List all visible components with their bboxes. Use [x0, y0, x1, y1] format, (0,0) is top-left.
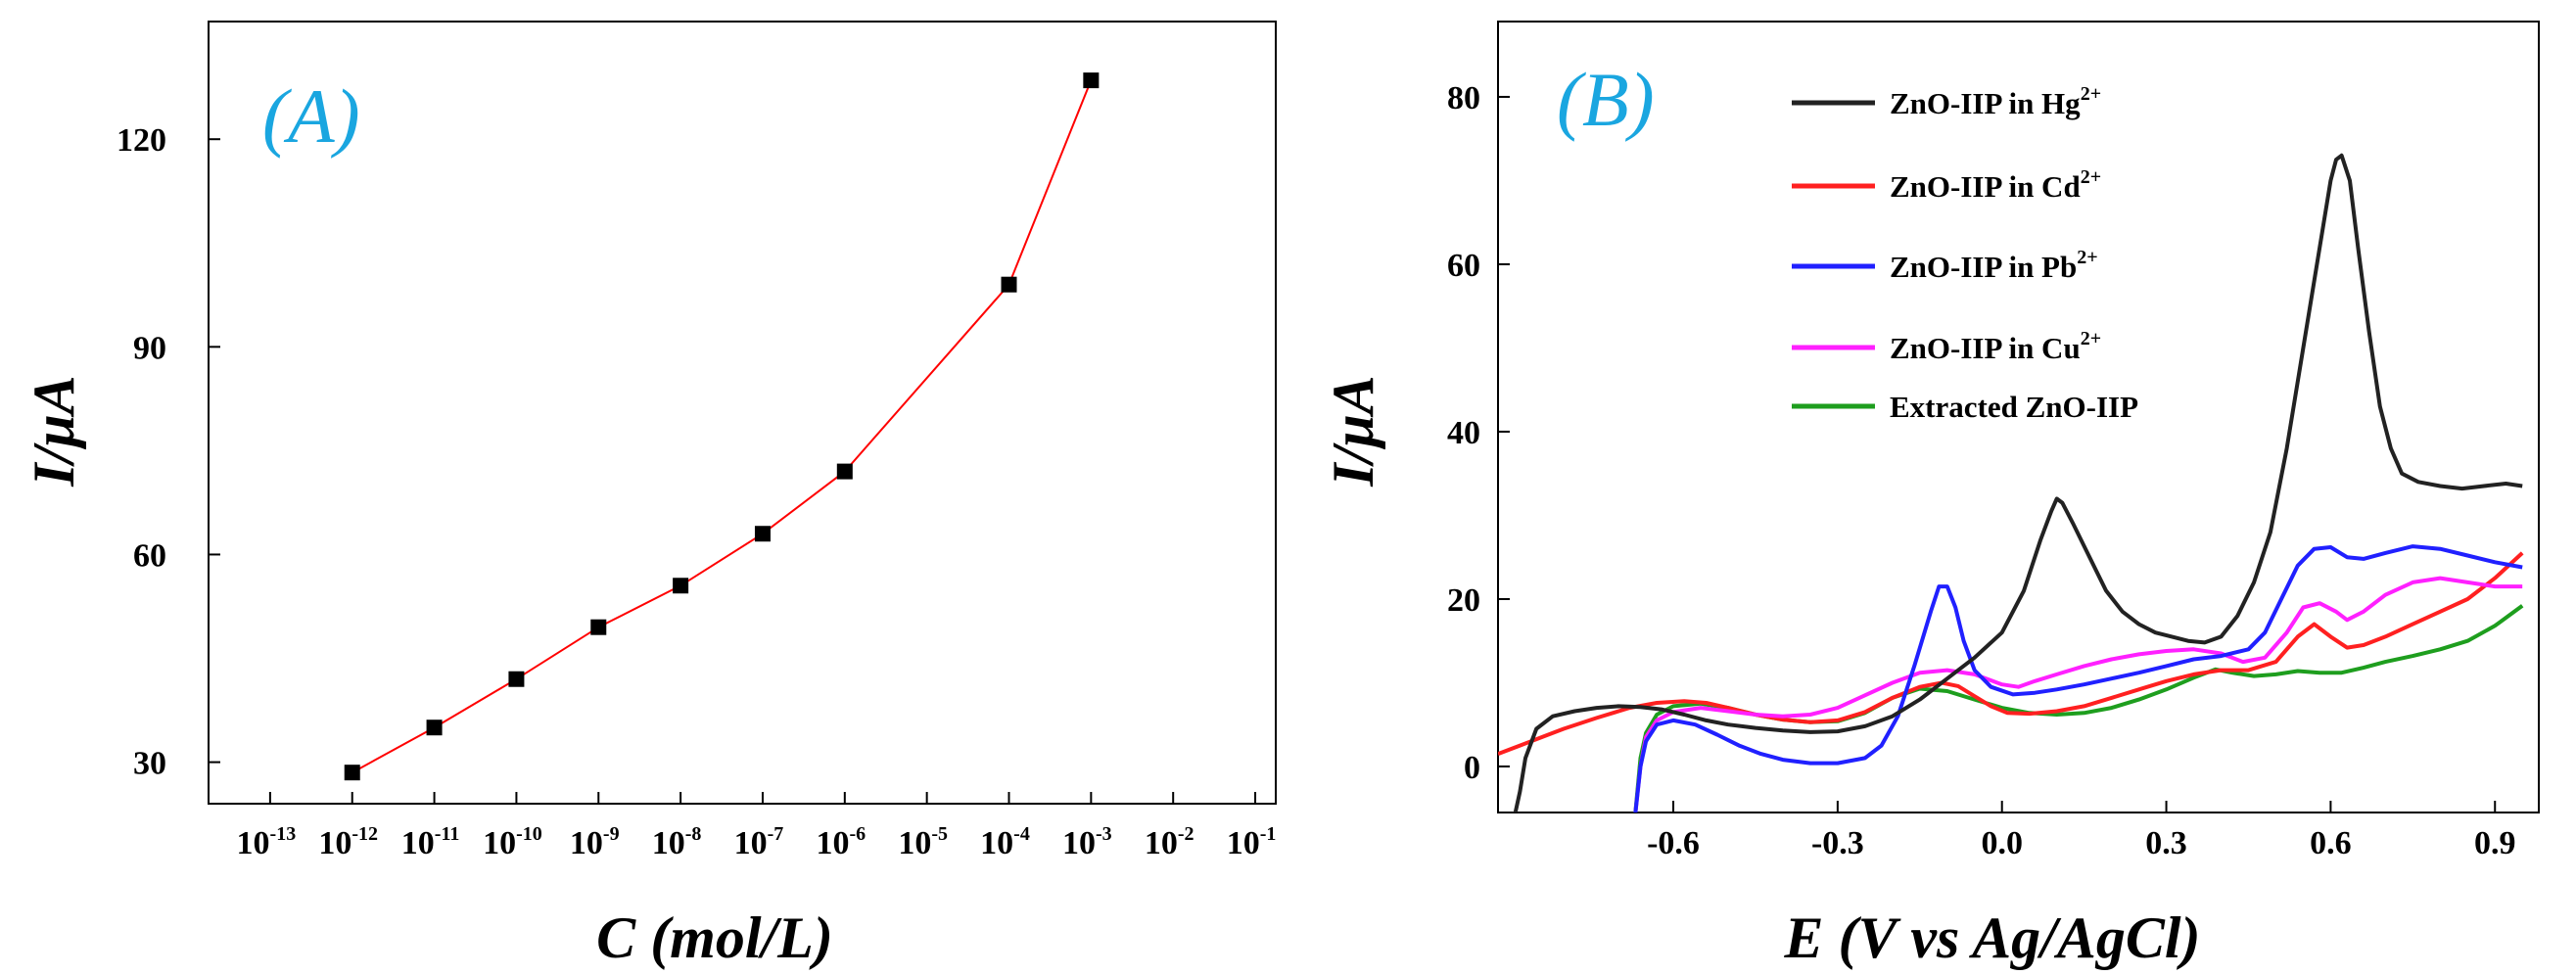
panel-a-data-marker: [754, 526, 771, 542]
panel-a-y-tick-label: 60: [133, 537, 166, 574]
legend-label: ZnO-IIP in Cd2+: [1890, 166, 2101, 204]
panel-a-frame: [208, 21, 1277, 805]
panel-b-y-tick-label: 0: [1464, 750, 1480, 786]
panel-a-x-tick-label: 10-2: [1145, 823, 1194, 861]
panel-a-data-marker: [836, 463, 853, 480]
panel-b-y-ticks: 0 20 40 60 80: [1447, 80, 1510, 786]
panel-a-x-tick-label: 10-4: [980, 823, 1030, 861]
panel-a-x-tick-label: 10-6: [816, 823, 866, 861]
panel-a-data-marker: [344, 765, 360, 781]
panel-a-x-tick-label: 10-12: [318, 823, 378, 861]
panel-b: -0.6 -0.3 0.0 0.3 0.6 0.9 0 20 40 60 80 ZnO-IIP i…: [1321, 21, 2540, 970]
panel-a-x-tick-label: 10-9: [570, 823, 620, 861]
panel-a-x-tick-label: 10-13: [237, 823, 297, 861]
legend-label: ZnO-IIP in Pb2+: [1890, 247, 2098, 284]
panel-a-x-tick-label: 10-1: [1227, 823, 1277, 861]
panel-b-x-axis-title: E (V vs Ag/AgCl): [1783, 905, 2200, 970]
panel-b-series-line-zno-iip-in-cd: [1498, 551, 2524, 756]
panel-b-frame: [1497, 21, 2540, 813]
legend-label: ZnO-IIP in Hg2+: [1890, 83, 2101, 120]
panel-b-series: [1498, 153, 2524, 812]
panel-a-data-marker: [673, 578, 689, 594]
panel-b-y-tick-label: 60: [1447, 248, 1480, 284]
panel-a-label: (A): [262, 73, 360, 159]
panel-a-markers: [344, 72, 1100, 781]
panel-b-x-tick-label: 0.3: [2145, 825, 2187, 861]
panel-b-legend: ZnO-IIP in Hg2+ ZnO-IIP in Cd2+ ZnO-IIP in…: [1792, 83, 2138, 424]
panel-a-x-tick-label: 10-8: [652, 823, 702, 861]
panel-b-y-tick-label: 20: [1447, 582, 1480, 619]
panel-a-x-tick-label: 10-7: [734, 823, 784, 861]
panel-b-y-axis-title: I/μA: [1321, 375, 1385, 487]
panel-a-x-tick-label: 10-11: [401, 823, 460, 861]
panel-a-x-tick-label: 10-3: [1062, 823, 1112, 861]
panel-b-series-line-zno-iip-in-cu: [1633, 576, 2523, 812]
panel-b-series-line-zno-iip-in-pb: [1633, 544, 2523, 812]
panel-a-y-tick-label: 30: [133, 746, 166, 782]
panel-a-x-tick-label: 10-5: [898, 823, 948, 861]
panel-a-data-marker: [1083, 72, 1100, 89]
panel-a-data-marker: [1001, 276, 1017, 293]
legend-label: Extracted ZnO-IIP: [1890, 390, 2138, 424]
panel-b-series-line-zno-iip-in-hg: [1513, 153, 2523, 812]
panel-b-label: (B): [1557, 57, 1655, 142]
panel-b-x-ticks: -0.6 -0.3 0.0 0.3 0.6 0.9: [1647, 801, 2515, 861]
panel-a: 10-13 10-12 10-11 10-10 10-9 10-8 10-7 10-6 10-5…: [22, 21, 1277, 970]
panel-a-data-marker: [590, 619, 607, 635]
panel-a-data-marker: [426, 720, 443, 736]
panel-b-x-tick-label: 0.9: [2474, 825, 2516, 861]
panel-b-x-tick-label: 0.6: [2310, 825, 2352, 861]
panel-b-y-tick-label: 80: [1447, 80, 1480, 116]
panel-a-y-tick-label: 120: [117, 122, 166, 159]
panel-a-y-axis-title: I/μA: [22, 375, 86, 487]
panel-b-x-tick-label: -0.3: [1811, 825, 1864, 861]
panel-a-y-ticks: 30 60 90 120: [117, 122, 220, 782]
panel-a-y-tick-label: 90: [133, 330, 166, 366]
panel-b-y-tick-label: 40: [1447, 415, 1480, 451]
panel-b-x-tick-label: 0.0: [1981, 825, 2023, 861]
legend-label: ZnO-IIP in Cu2+: [1890, 328, 2101, 365]
panel-b-x-tick-label: -0.6: [1647, 825, 1700, 861]
panel-a-x-axis-title: C (mol/L): [596, 905, 833, 970]
panel-a-x-tick-label: 10-10: [483, 823, 542, 861]
panel-a-x-ticks: 10-13 10-12 10-11 10-10 10-9 10-8 10-7 10-6 10-5…: [237, 792, 1277, 861]
panel-a-data-marker: [508, 671, 525, 687]
